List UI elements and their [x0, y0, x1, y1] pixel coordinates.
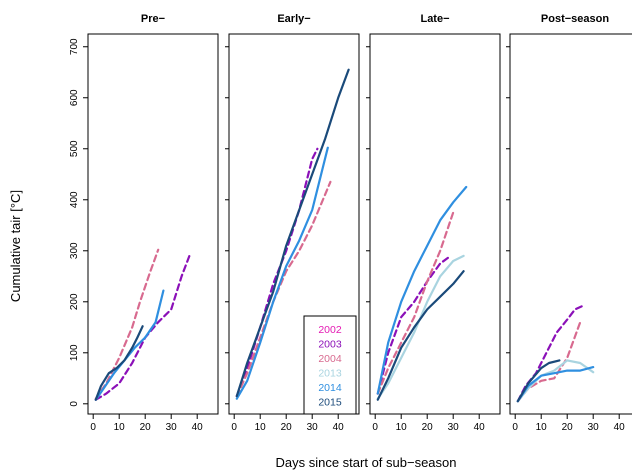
- series-line-2004: [235, 180, 332, 398]
- x-tick-label: 20: [140, 422, 152, 433]
- panel-4: Post−season 0 10 20 30 40: [506, 13, 632, 433]
- y-tick-label: 600: [69, 89, 80, 106]
- y-tick-label: 100: [69, 344, 80, 361]
- series-line-2015: [235, 68, 350, 398]
- series-line-2004: [376, 211, 455, 395]
- series-line-2015: [94, 325, 144, 401]
- x-tick-label: 10: [255, 422, 267, 433]
- x-axis-title: Days since start of sub−season: [275, 455, 456, 470]
- legend-entry-2002: 2002: [318, 324, 342, 336]
- panel-frame: [369, 33, 501, 415]
- x-tick-label: 30: [307, 422, 319, 433]
- x-tick-label: 0: [372, 422, 378, 433]
- panel-title: Late−: [420, 13, 449, 25]
- x-tick-label: 30: [166, 422, 178, 433]
- x-tick-label: 20: [562, 422, 574, 433]
- panel-3: Late− 0 10 20 30 40: [366, 13, 501, 433]
- series-line-2014: [376, 185, 468, 395]
- x-tick-label: 30: [588, 422, 600, 433]
- y-axis-title: Cumulative tair [°C]: [8, 190, 23, 302]
- panel-frame: [228, 33, 360, 415]
- x-tick-label: 40: [614, 422, 626, 433]
- legend-entry-2004: 2004: [318, 353, 342, 365]
- series-line-2014: [516, 366, 595, 403]
- series-line-2014: [235, 146, 329, 400]
- x-tick-label: 10: [536, 422, 548, 433]
- series-line-2015: [376, 270, 465, 401]
- y-tick-label: 700: [69, 38, 80, 55]
- legend: 2002 2003 2004 2013 2014 2015: [303, 315, 357, 415]
- x-tick-label: 40: [474, 422, 486, 433]
- series-group: [376, 185, 468, 401]
- series-line-2013: [516, 359, 595, 403]
- panel-title: Post−season: [541, 13, 609, 25]
- legend-entry-2014: 2014: [318, 382, 342, 394]
- y-tick-label: 300: [69, 242, 80, 259]
- x-tick-label: 40: [192, 422, 204, 433]
- x-tick-label: 20: [422, 422, 434, 433]
- series-group: [94, 248, 191, 401]
- x-tick-label: 0: [231, 422, 237, 433]
- series-line-2014: [94, 289, 165, 401]
- panels: Pre−0 10 20 30 400100200300400500600700Early…: [69, 13, 632, 433]
- series-line-2004: [94, 248, 160, 400]
- series-line-2003: [376, 254, 452, 395]
- legend-box: [303, 315, 357, 415]
- x-tick-label: 20: [281, 422, 293, 433]
- x-tick-label: 40: [333, 422, 345, 433]
- x-tick-label: 0: [90, 422, 96, 433]
- x-tick-label: 30: [448, 422, 460, 433]
- panel-title: Pre−: [141, 13, 165, 25]
- legend-entry-2015: 2015: [318, 397, 342, 409]
- panel-frame: [509, 33, 632, 415]
- x-tick-label: 10: [396, 422, 408, 433]
- y-tick-label: 0: [69, 401, 80, 407]
- legend-entry-2003: 2003: [318, 339, 342, 351]
- series-line-2015: [516, 359, 561, 403]
- series-group: [235, 68, 350, 400]
- panel-title: Early−: [277, 13, 310, 25]
- legend-entry-2013: 2013: [318, 368, 342, 380]
- y-tick-label: 400: [69, 191, 80, 208]
- y-tick-label: 500: [69, 140, 80, 157]
- y-tick-label: 200: [69, 293, 80, 310]
- series-group: [516, 304, 595, 403]
- panel-frame: [87, 33, 219, 415]
- series-line-2013: [376, 254, 465, 400]
- x-tick-label: 10: [114, 422, 126, 433]
- x-tick-label: 0: [512, 422, 518, 433]
- panel-2: Early− 0 10 20 30 40: [225, 13, 360, 433]
